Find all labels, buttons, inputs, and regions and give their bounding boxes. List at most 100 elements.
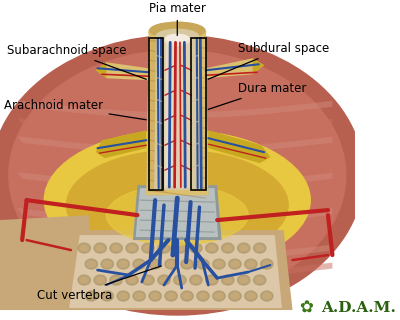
Ellipse shape	[166, 34, 189, 42]
Ellipse shape	[184, 293, 190, 299]
Ellipse shape	[208, 277, 216, 283]
Ellipse shape	[94, 275, 106, 285]
Ellipse shape	[117, 259, 130, 269]
Ellipse shape	[190, 243, 202, 253]
Ellipse shape	[192, 245, 200, 251]
Ellipse shape	[263, 293, 270, 299]
Ellipse shape	[176, 245, 184, 251]
Ellipse shape	[160, 245, 168, 251]
Ellipse shape	[142, 275, 154, 285]
Ellipse shape	[231, 261, 238, 267]
Ellipse shape	[245, 259, 257, 269]
Ellipse shape	[97, 245, 104, 251]
Ellipse shape	[238, 243, 250, 253]
Ellipse shape	[112, 277, 120, 283]
Polygon shape	[190, 30, 208, 195]
Ellipse shape	[240, 277, 247, 283]
Ellipse shape	[206, 275, 218, 285]
Ellipse shape	[238, 275, 250, 285]
Ellipse shape	[174, 243, 186, 253]
Ellipse shape	[110, 243, 122, 253]
Polygon shape	[96, 62, 106, 78]
Ellipse shape	[181, 291, 193, 301]
Ellipse shape	[66, 150, 288, 260]
Ellipse shape	[149, 291, 161, 301]
Ellipse shape	[256, 245, 263, 251]
Ellipse shape	[181, 259, 193, 269]
Polygon shape	[18, 172, 332, 190]
Ellipse shape	[213, 259, 225, 269]
Polygon shape	[96, 130, 146, 158]
Polygon shape	[18, 100, 332, 118]
Ellipse shape	[101, 291, 114, 301]
Polygon shape	[208, 130, 270, 163]
Ellipse shape	[110, 275, 122, 285]
Polygon shape	[165, 42, 177, 186]
Ellipse shape	[174, 275, 186, 285]
Ellipse shape	[213, 291, 225, 301]
Polygon shape	[18, 208, 332, 226]
Ellipse shape	[216, 293, 222, 299]
Ellipse shape	[168, 293, 175, 299]
Ellipse shape	[168, 261, 175, 267]
Text: Arachnoid mater: Arachnoid mater	[4, 99, 146, 120]
Ellipse shape	[128, 277, 136, 283]
Ellipse shape	[256, 277, 263, 283]
Ellipse shape	[120, 261, 127, 267]
Text: Subdural space: Subdural space	[208, 42, 329, 79]
Ellipse shape	[152, 261, 159, 267]
Ellipse shape	[120, 293, 127, 299]
Ellipse shape	[88, 261, 95, 267]
Ellipse shape	[222, 243, 234, 253]
Ellipse shape	[149, 22, 206, 42]
Ellipse shape	[224, 277, 231, 283]
Ellipse shape	[112, 245, 120, 251]
Ellipse shape	[206, 243, 218, 253]
Ellipse shape	[247, 293, 254, 299]
Ellipse shape	[78, 275, 90, 285]
Polygon shape	[18, 154, 332, 172]
Polygon shape	[96, 62, 149, 80]
Polygon shape	[18, 226, 332, 244]
Ellipse shape	[231, 293, 238, 299]
Ellipse shape	[158, 275, 170, 285]
Ellipse shape	[208, 245, 216, 251]
Ellipse shape	[85, 291, 98, 301]
Ellipse shape	[85, 259, 98, 269]
Polygon shape	[18, 136, 332, 154]
Ellipse shape	[150, 22, 205, 38]
Text: Subarachnoid space: Subarachnoid space	[7, 44, 146, 79]
Ellipse shape	[117, 291, 130, 301]
Ellipse shape	[128, 245, 136, 251]
Ellipse shape	[136, 293, 143, 299]
Polygon shape	[18, 190, 332, 208]
Ellipse shape	[81, 245, 88, 251]
Ellipse shape	[192, 277, 200, 283]
Ellipse shape	[200, 293, 206, 299]
Ellipse shape	[133, 291, 145, 301]
Ellipse shape	[136, 261, 143, 267]
Polygon shape	[146, 30, 164, 195]
Ellipse shape	[222, 275, 234, 285]
Bar	[192, 38, 206, 190]
Ellipse shape	[190, 275, 202, 285]
Ellipse shape	[104, 261, 111, 267]
Ellipse shape	[184, 261, 190, 267]
Polygon shape	[146, 30, 208, 195]
Ellipse shape	[142, 243, 154, 253]
Ellipse shape	[0, 35, 364, 315]
Ellipse shape	[229, 291, 241, 301]
Polygon shape	[136, 188, 218, 237]
Ellipse shape	[254, 275, 266, 285]
Ellipse shape	[216, 261, 222, 267]
Ellipse shape	[160, 277, 168, 283]
Text: A.D.A.M.: A.D.A.M.	[321, 301, 396, 315]
Ellipse shape	[97, 277, 104, 283]
Polygon shape	[0, 215, 93, 310]
Ellipse shape	[224, 245, 231, 251]
Polygon shape	[69, 235, 282, 308]
Ellipse shape	[156, 29, 198, 43]
Ellipse shape	[165, 291, 177, 301]
Ellipse shape	[261, 291, 273, 301]
Ellipse shape	[247, 261, 254, 267]
